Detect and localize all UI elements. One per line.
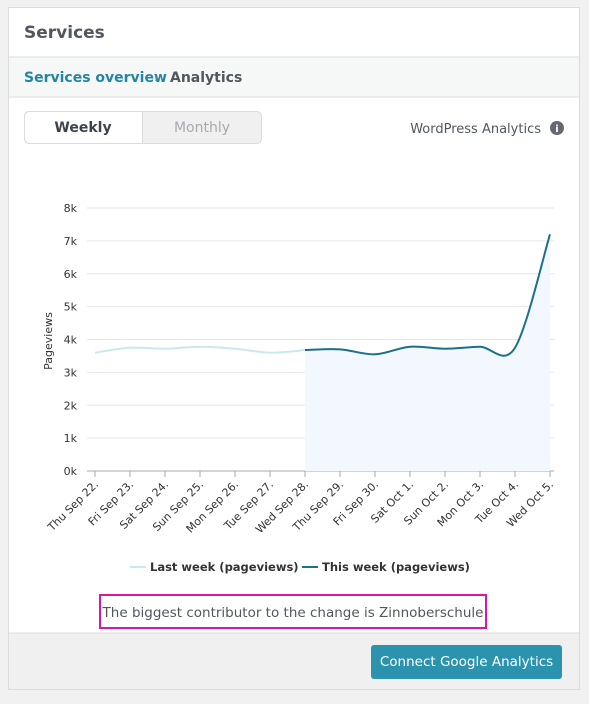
line bbox=[304, 234, 551, 357]
highlight-box bbox=[99, 594, 487, 629]
legend-label: Last week (pageviews) bbox=[150, 560, 299, 574]
line bbox=[94, 345, 306, 354]
tab-active[interactable] bbox=[24, 111, 143, 144]
breadcrumb-current: Analytics bbox=[170, 70, 242, 86]
y-tick-label: 4k bbox=[64, 334, 78, 347]
note: The biggest contributor to the change is… bbox=[102, 605, 484, 621]
y-tick-label: 8k bbox=[64, 202, 78, 215]
button[interactable] bbox=[371, 645, 562, 679]
y-tick-label: 0k bbox=[64, 465, 78, 478]
y-tick-label: 6k bbox=[64, 268, 78, 281]
info-glyph: i bbox=[555, 124, 558, 135]
y-tick-label: 7k bbox=[64, 235, 78, 248]
y-tick-label: 2k bbox=[64, 399, 78, 412]
legend-label: This week (pageviews) bbox=[322, 560, 470, 574]
y-axis-label: Pageviews bbox=[42, 312, 55, 370]
y-tick-label: 3k bbox=[64, 366, 78, 379]
breadcrumb-separator: › bbox=[154, 71, 159, 86]
title: Services bbox=[24, 23, 105, 43]
card bbox=[8, 7, 580, 690]
source-label: WordPress Analytics bbox=[410, 122, 541, 137]
button-label[interactable]: Connect Google Analytics bbox=[380, 654, 553, 670]
breadcrumb-bar bbox=[9, 57, 579, 97]
area bbox=[305, 234, 550, 471]
tab[interactable]: Weekly bbox=[54, 120, 111, 136]
y-tick-label: 5k bbox=[64, 301, 78, 314]
tab[interactable]: Monthly bbox=[174, 120, 230, 136]
info-icon[interactable] bbox=[550, 121, 564, 135]
y-tick-label: 1k bbox=[64, 432, 78, 445]
breadcrumb-link[interactable]: Services overview bbox=[24, 70, 167, 86]
